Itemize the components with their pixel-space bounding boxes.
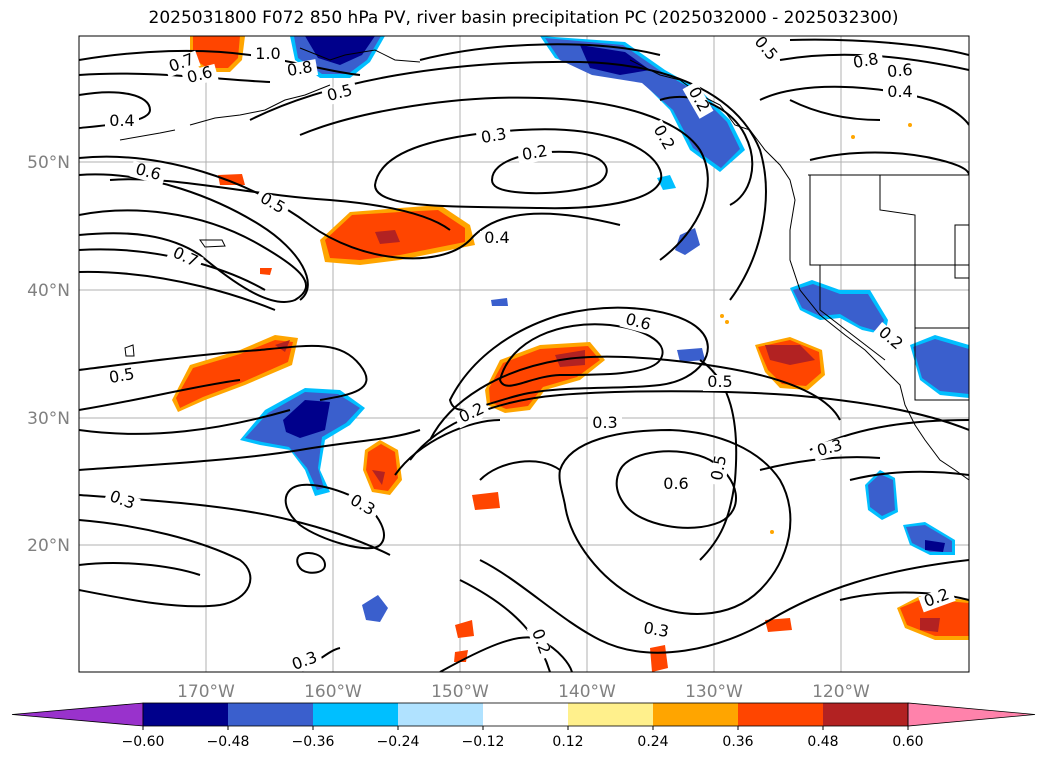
colorbar-extend-min [11,702,144,727]
contour-label: 0.6 [663,474,688,493]
colorbar-swatch [483,703,568,726]
contour-label: 0.4 [484,228,509,247]
colorbar-tick-label: 0.12 [552,734,583,750]
contour-label: 0.5 [707,372,732,391]
colorbar-tick-label: −0.48 [207,734,250,750]
contour-label-bg [281,59,319,81]
contour-label-bg [647,119,679,157]
colorbar-tick-label: 0.60 [892,734,923,750]
contour-label-bg [475,126,513,148]
contour-label: 0.4 [109,111,134,130]
contour-label: 0.2 [521,141,549,164]
contour-label: 0.4 [887,82,912,101]
colorbar-swatch [313,703,398,726]
contour-label-bg [747,36,783,68]
contour-label-bg [286,648,324,672]
lon-label: 130°W [685,682,743,702]
lat-label: 20°N [27,536,70,556]
contour-label-bg [871,321,909,357]
contour-label: 0.5 [108,364,136,387]
lon-label: 140°W [558,682,616,702]
contour-label: 0.3 [642,618,670,641]
contour-label-bg [588,416,622,432]
lon-label: 120°W [812,682,870,702]
longitude-labels: 170°W 160°W 150°W 140°W 130°W 120°W [177,682,870,702]
colorbar: −0.60 −0.48 −0.36 −0.24 −0.12 0.12 0.24 0.36 0.4… [11,702,1036,750]
contour-label-bg [811,436,849,462]
colorbar-swatch [823,703,908,726]
contour-label-bg [847,51,885,73]
contour-label-bg [163,50,201,78]
contour-label-bg [103,487,141,515]
colorbar-swatch [738,703,823,726]
lon-label: 150°W [431,682,489,702]
contour-label-bg [619,310,657,336]
contour-label-bg [526,623,554,661]
colorbar-swatch [143,703,228,726]
contour-label: 0.8 [286,57,314,80]
coastlines [119,47,969,481]
contour-label: 0.3 [592,413,617,432]
contour-label-bg [703,375,737,391]
contour-label-bg [103,366,141,388]
colorbar-tick-label: 0.24 [637,734,668,750]
contour-label-bg [181,63,219,89]
contour-label: 0.3 [480,124,508,147]
contour-label: 0.6 [886,60,913,81]
colorbar-tick-label: 0.48 [807,734,838,750]
contour-label-bg [105,114,139,130]
contour-label-bg [129,160,167,186]
colorbar-tick-label: −0.60 [122,734,165,750]
contour-label-bg [453,399,491,429]
contour-label-bg [883,85,917,101]
contour-label: 0.8 [852,49,880,72]
contour-label-bg [918,585,956,613]
lon-label: 170°W [177,682,235,702]
lon-label: 160°W [304,682,362,702]
colorbar-swatch [568,703,653,726]
contour-label-bg [709,449,731,487]
map-title: 2025031800 F072 850 hPa PV, river basin … [148,8,899,28]
colorbar-swatch [228,703,313,726]
colorbar-tick-label: −0.36 [292,734,335,750]
colorbar-tick-label: −0.12 [462,734,505,750]
contour-label-bg [882,62,918,82]
lat-label: 50°N [27,153,70,173]
contour-label-bg [480,231,514,247]
colorbar-swatch [398,703,483,726]
latitude-labels: 50°N 40°N 30°N 20°N [27,153,70,556]
lat-label: 40°N [27,281,70,301]
colorbar-tick-label: 0.36 [722,734,753,750]
contour-label-bg [253,188,291,220]
contour-label-bg [251,47,285,63]
contour-label-bg [659,477,693,493]
contour-label: 0.5 [707,454,730,482]
lat-label: 30°N [27,409,70,429]
colorbar-frame [142,702,909,727]
contour-label-bg [321,81,359,107]
contour-label: 1.0 [255,44,280,63]
contour-label-bg [637,620,675,642]
contour-label-bg [343,490,381,522]
contour-label-bg [166,243,204,273]
map-border [78,35,970,673]
contour-label-bg [516,143,554,165]
colorbar-swatch [653,703,738,726]
contour-label-bg [682,81,714,119]
colorbar-tick-label: −0.24 [377,734,420,750]
colorbar-extend-max [907,702,1036,727]
